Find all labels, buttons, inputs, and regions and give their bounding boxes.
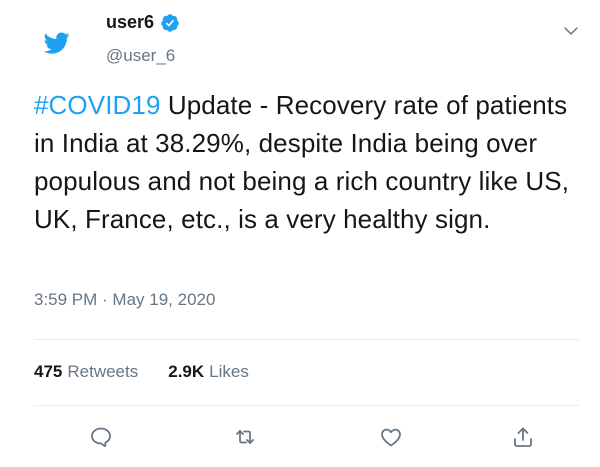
hashtag-link[interactable]: #COVID19 bbox=[34, 90, 161, 120]
share-icon[interactable] bbox=[508, 422, 538, 452]
user-display-name[interactable]: user6 bbox=[106, 12, 155, 32]
verified-badge-icon bbox=[160, 13, 180, 33]
retweets-count: 475 bbox=[34, 362, 63, 381]
like-icon[interactable] bbox=[376, 422, 406, 452]
tweet-stats: 475 Retweets 2.9K Likes bbox=[34, 362, 279, 382]
likes-label: Likes bbox=[209, 362, 249, 381]
divider bbox=[34, 405, 579, 406]
tweet-timestamp[interactable]: 3:59 PM · May 19, 2020 bbox=[34, 290, 216, 309]
user-name-row[interactable]: user6 bbox=[106, 12, 180, 33]
likes-count: 2.9K bbox=[168, 362, 205, 381]
retweet-icon[interactable] bbox=[230, 422, 260, 452]
likes-stat[interactable]: 2.9K Likes bbox=[168, 362, 249, 382]
tweet-text: #COVID19 Update - Recovery rate of patie… bbox=[34, 86, 574, 238]
divider bbox=[34, 339, 579, 340]
tweet-body: Update - Recovery rate of patients in In… bbox=[34, 90, 570, 234]
reply-icon[interactable] bbox=[86, 422, 116, 452]
user-handle[interactable]: @user_6 bbox=[106, 46, 176, 65]
twitter-bird-icon[interactable] bbox=[36, 22, 78, 64]
tweet-actions bbox=[86, 422, 546, 452]
retweets-label: Retweets bbox=[67, 362, 139, 381]
retweets-stat[interactable]: 475 Retweets bbox=[34, 362, 138, 382]
chevron-down-icon[interactable] bbox=[562, 22, 580, 40]
